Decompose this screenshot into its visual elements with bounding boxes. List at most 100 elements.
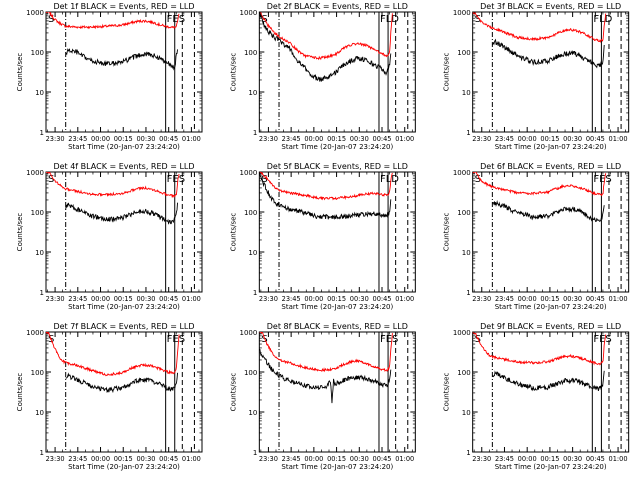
x-tick-label: 00:00 xyxy=(91,455,110,463)
y-axis-label: Counts/sec xyxy=(16,213,24,252)
lld-series-line xyxy=(472,332,607,366)
x-tick-label: 00:45 xyxy=(159,455,178,463)
x-tick-label: 00:00 xyxy=(91,295,110,303)
detector-panel-4: Det 4f BLACK = Events, RED = LLD 1 10 100 10… xyxy=(16,162,203,311)
x-tick-label: 23:30 xyxy=(46,135,65,143)
x-tick-label: 00:15 xyxy=(540,135,559,143)
x-tick-label: 23:45 xyxy=(68,135,87,143)
lld-series-line xyxy=(472,172,607,197)
x-tick-label: 23:30 xyxy=(472,455,491,463)
x-tick-label: 00:45 xyxy=(373,135,392,143)
x-tick-label: 23:45 xyxy=(282,455,301,463)
x-tick-label: 00:15 xyxy=(114,295,133,303)
y-tick-label: 100 xyxy=(244,369,257,377)
x-tick-label: 00:15 xyxy=(327,135,346,143)
y-tick-label: 100 xyxy=(457,369,470,377)
x-axis-label: Start Time (20-Jan-07 23:24:20) xyxy=(68,463,180,471)
y-tick-label: 100 xyxy=(244,209,257,217)
x-tick-label: 00:30 xyxy=(136,455,155,463)
y-tick-label: 100 xyxy=(31,49,44,57)
corner-label-left: S xyxy=(261,174,267,185)
y-tick-label: 10 xyxy=(35,89,44,97)
detector-panel-6: Det 6f BLACK = Events, RED = LLD 1 10 100 10… xyxy=(443,162,630,311)
panel-title: Det 4f BLACK = Events, RED = LLD xyxy=(53,162,194,171)
y-tick-label: 10 xyxy=(462,409,471,417)
plot-frame xyxy=(45,11,203,133)
x-tick-label: 00:30 xyxy=(136,135,155,143)
x-axis-label: Start Time (20-Jan-07 23:24:20) xyxy=(281,143,393,151)
y-tick-label: 1000 xyxy=(240,329,258,337)
y-tick-label: 1000 xyxy=(240,169,258,177)
y-tick-label: 1 xyxy=(466,129,470,137)
x-tick-label: 23:45 xyxy=(68,455,87,463)
x-tick-label: 00:30 xyxy=(563,455,582,463)
events-series-line xyxy=(491,370,605,392)
x-axis-label: Start Time (20-Jan-07 23:24:20) xyxy=(281,463,393,471)
y-tick-label: 1 xyxy=(253,289,257,297)
plot-frame xyxy=(472,11,630,133)
x-tick-label: 00:00 xyxy=(91,135,110,143)
x-tick-label: 00:15 xyxy=(327,455,346,463)
y-axis-label: Counts/sec xyxy=(443,213,451,252)
y-tick-label: 1000 xyxy=(453,9,471,17)
x-axis-label: Start Time (20-Jan-07 23:24:20) xyxy=(495,303,607,311)
plot-frame xyxy=(45,171,203,293)
x-tick-label: 00:45 xyxy=(586,295,605,303)
x-tick-label: 00:45 xyxy=(159,295,178,303)
plot-frame xyxy=(258,171,416,293)
plot-frame xyxy=(258,11,416,133)
y-axis-label: Counts/sec xyxy=(443,373,451,412)
y-tick-label: 100 xyxy=(457,49,470,57)
plot-frame xyxy=(472,171,630,293)
y-axis-label: Counts/sec xyxy=(229,373,237,412)
x-tick-label: 23:30 xyxy=(259,295,278,303)
x-tick-label: 00:45 xyxy=(373,295,392,303)
x-tick-label: 00:00 xyxy=(304,455,323,463)
corner-label-right: FES xyxy=(167,174,185,185)
x-tick-label: 23:45 xyxy=(68,295,87,303)
y-tick-label: 1000 xyxy=(26,169,44,177)
y-axis-label: Counts/sec xyxy=(443,53,451,92)
y-tick-label: 1 xyxy=(253,449,257,457)
detector-panel-8: Det 8f BLACK = Events, RED = LLD 1 10 100 10… xyxy=(229,322,416,471)
corner-label-left: S xyxy=(475,174,481,185)
y-tick-label: 100 xyxy=(244,49,257,57)
y-tick-label: 10 xyxy=(462,89,471,97)
y-tick-label: 100 xyxy=(31,369,44,377)
corner-label-right: FLD xyxy=(380,174,399,185)
x-tick-label: 00:00 xyxy=(304,135,323,143)
x-tick-label: 01:00 xyxy=(395,455,414,463)
corner-label-left: S xyxy=(48,14,54,25)
corner-label-left: S xyxy=(261,334,267,345)
corner-label-left: S xyxy=(475,334,481,345)
panel-title: Det 1f BLACK = Events, RED = LLD xyxy=(53,2,194,11)
x-tick-label: 00:00 xyxy=(304,295,323,303)
x-axis-label: Start Time (20-Jan-07 23:24:20) xyxy=(281,303,393,311)
detector-panel-5: Det 5f BLACK = Events, RED = LLD 1 10 100 10… xyxy=(229,162,416,311)
x-tick-label: 00:45 xyxy=(586,135,605,143)
plot-frame xyxy=(258,331,416,453)
detector-panel-2: Det 2f BLACK = Events, RED = LLD 1 10 100 10… xyxy=(229,2,416,151)
events-series-line xyxy=(259,348,392,404)
events-series-line xyxy=(259,12,392,82)
y-axis-label: Counts/sec xyxy=(229,213,237,252)
x-tick-label: 00:15 xyxy=(540,295,559,303)
x-tick-label: 00:00 xyxy=(518,455,537,463)
x-tick-label: 01:00 xyxy=(609,135,628,143)
panel-title: Det 7f BLACK = Events, RED = LLD xyxy=(53,322,194,331)
y-tick-label: 10 xyxy=(248,409,257,417)
x-tick-label: 00:45 xyxy=(373,455,392,463)
y-tick-label: 1000 xyxy=(453,329,471,337)
y-tick-label: 100 xyxy=(31,209,44,217)
y-tick-label: 1000 xyxy=(26,329,44,337)
x-tick-label: 00:30 xyxy=(350,455,369,463)
x-tick-label: 01:00 xyxy=(182,295,201,303)
y-tick-label: 1 xyxy=(40,449,44,457)
corner-label-right: FES xyxy=(593,174,611,185)
detector-panel-1: Det 1f BLACK = Events, RED = LLD 1 10 100 10… xyxy=(16,2,203,151)
x-tick-label: 01:00 xyxy=(182,455,201,463)
x-tick-label: 00:30 xyxy=(350,295,369,303)
x-tick-label: 00:15 xyxy=(540,455,559,463)
x-axis-label: Start Time (20-Jan-07 23:24:20) xyxy=(68,143,180,151)
